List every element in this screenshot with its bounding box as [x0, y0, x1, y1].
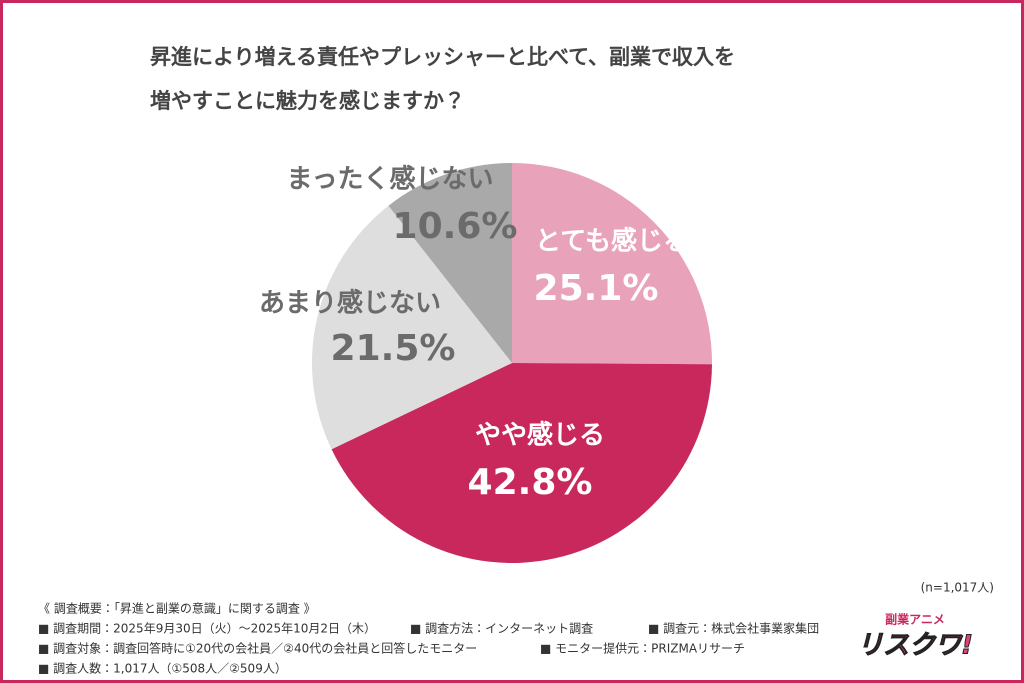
category-label: まったく感じない [287, 164, 494, 195]
survey-item: ■ 調査人数：1,017人（①508人／②509人） [38, 661, 287, 676]
value-label: 21.5% [331, 328, 456, 369]
value-label: 42.8% [468, 462, 593, 503]
survey-heading: 《 調査概要：「昇進と副業の意識」に関する調査 》 [38, 602, 316, 616]
survey-item: ■ 調査元：株式会社事業家集団 [648, 621, 819, 636]
survey-item: ■ 調査期間：2025年9月30日（火）〜2025年10月2日（木） [38, 622, 376, 636]
value-label: 25.1% [534, 268, 659, 309]
chart-title: 昇進により増える責任やプレッシャーと比べて、副業で収入を [150, 45, 735, 69]
pie-slice [512, 163, 712, 365]
category-label: あまり感じない [259, 288, 441, 319]
survey-item: ■ モニター提供元：PRIZMAリサーチ [540, 641, 745, 656]
logo-top: 副業アニメ [885, 612, 945, 627]
survey-item: ■ 調査方法：インターネット調査 [410, 621, 593, 636]
category-label: やや感じる [475, 420, 605, 451]
sample-size: (n=1,017人) [921, 581, 994, 595]
pie-slice [331, 363, 712, 563]
category-label: とても感じる [535, 226, 689, 257]
survey-item: ■ 調査対象：調査回答時に①20代の会社員／②40代の会社員と回答したモニター [38, 641, 477, 656]
pie-slice [388, 163, 512, 363]
chart-title: 増やすことに魅力を感じますか？ [150, 89, 465, 113]
value-label: 10.6% [393, 206, 518, 247]
pie-slice [311, 205, 512, 450]
logo-main: リスクワ! [857, 631, 973, 661]
